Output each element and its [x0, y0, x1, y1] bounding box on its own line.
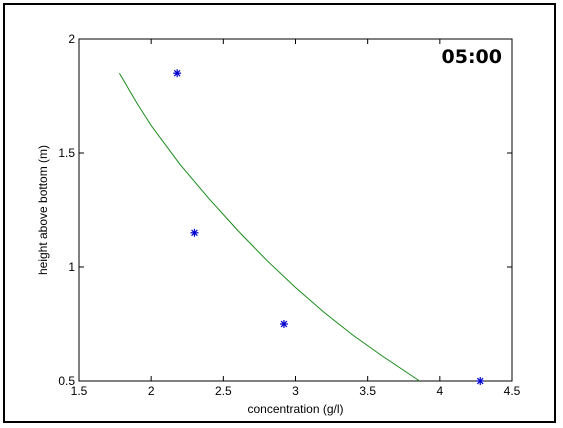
x-tick-label-1: 2 [148, 384, 155, 398]
x-axis-label: concentration (g/l) [247, 402, 343, 416]
data-point-2 [279, 320, 288, 328]
x-tick-label-0: 1.5 [71, 384, 88, 398]
plot-area [78, 38, 513, 382]
y-tick-label-3: 2 [68, 32, 75, 46]
y-axis-label: height above bottom (m) [36, 145, 50, 275]
x-tick-label-6: 4.5 [504, 384, 521, 398]
data-point-1 [190, 228, 199, 237]
x-tick-label-3: 3 [292, 384, 299, 398]
time-annotation: 05:00 [442, 46, 502, 68]
ticks-layer: 1.5 2 2.5 3 3.5 4 4.5 0.5 1 1.5 2 [58, 32, 520, 398]
marker-layer [173, 69, 485, 385]
y-tick-label-0: 0.5 [58, 374, 75, 388]
data-point-0 [173, 69, 182, 78]
y-tick-label-2: 1.5 [58, 146, 75, 160]
x-tick-label-4: 3.5 [359, 384, 376, 398]
x-tick-label-5: 4 [436, 384, 443, 398]
data-point-3 [476, 377, 485, 385]
model-curve [118, 72, 420, 382]
x-tick-label-2: 2.5 [215, 384, 232, 398]
line-layer [118, 72, 420, 382]
y-tick-label-1: 1 [68, 260, 75, 274]
